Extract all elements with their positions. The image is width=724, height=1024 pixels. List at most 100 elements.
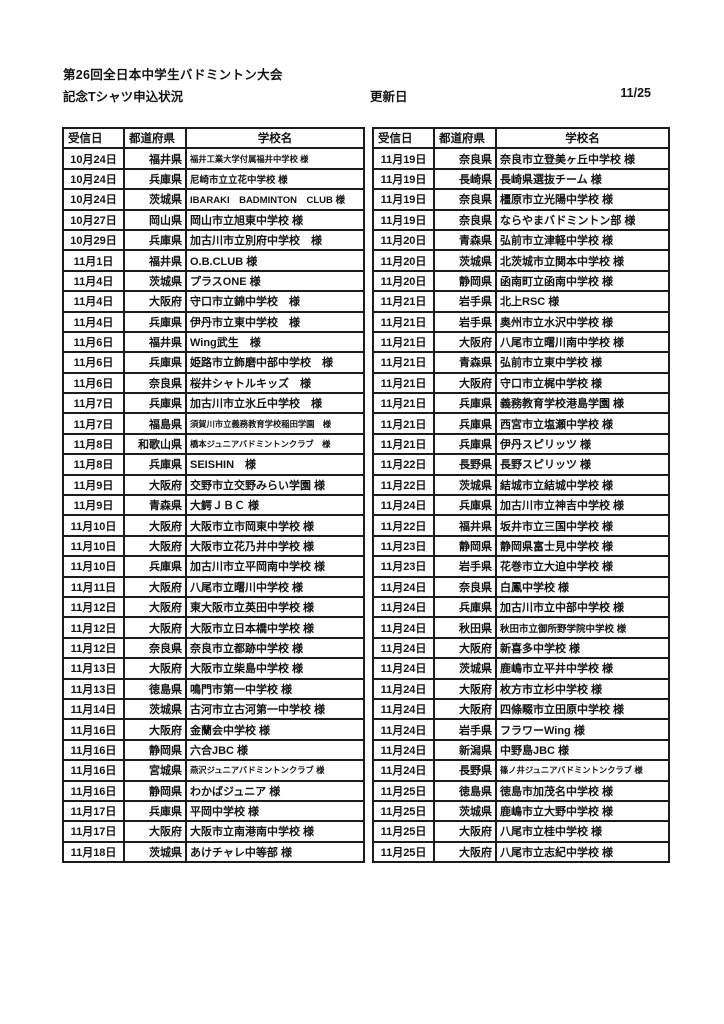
cell-prefecture: 大阪府 (123, 290, 187, 313)
cell-school-name: 坂井市立三国中学校 様 (495, 514, 670, 537)
table-row: 11月25日 大阪府 八尾市立志紀中学校 様 (372, 840, 670, 864)
table-row: 11月25日 大阪府 八尾市立桂中学校 様 (372, 820, 670, 843)
cell-received-date: 11月24日 (372, 677, 435, 700)
cell-received-date: 11月8日 (62, 432, 125, 456)
cell-prefecture: 大阪府 (433, 677, 497, 700)
cell-prefecture: 兵庫県 (433, 392, 497, 415)
header-prefecture: 都道府県 (433, 126, 497, 150)
cell-received-date: 11月24日 (372, 657, 435, 680)
cell-received-date: 11月24日 (372, 738, 435, 762)
cell-received-date: 11月22日 (372, 453, 435, 476)
cell-prefecture: 岩手県 (433, 310, 497, 333)
cell-received-date: 11月21日 (372, 290, 435, 313)
cell-received-date: 11月25日 (372, 779, 435, 802)
cell-received-date: 11月9日 (62, 473, 125, 497)
table-row: 11月17日 兵庫県 平岡中学校 様 (62, 799, 365, 823)
cell-school-name: 静岡県富士見中学校 様 (495, 534, 670, 558)
cell-school-name: 奥州市立水沢中学校 様 (495, 310, 670, 333)
table-row: 11月16日 静岡県 六合JBC 様 (62, 738, 365, 762)
cell-received-date: 11月20日 (372, 269, 435, 293)
cell-prefecture: 茨城県 (123, 269, 187, 293)
cell-school-name: 北茨城市立関本中学校 様 (495, 249, 670, 272)
table-row: 11月21日 大阪府 八尾市立曙川南中学校 様 (372, 330, 670, 354)
cell-school-name: 鹿嶋市立大野中学校 様 (495, 799, 670, 823)
table-row: 11月13日 徳島県 鳴門市第一中学校 様 (62, 677, 365, 700)
cell-received-date: 11月1日 (62, 249, 125, 272)
cell-school-name: 尼崎市立立花中学校 様 (185, 167, 365, 191)
doc-title: 第26回全日本中学生バドミントン大会 (63, 68, 283, 82)
cell-prefecture: 青森県 (123, 494, 187, 517)
table-row: 11月9日 青森県 大鰐ＪＢＣ 様 (62, 494, 365, 517)
cell-school-name: 大阪市立南港南中学校 様 (185, 820, 365, 843)
cell-school-name: 桜井シャトルキッズ 様 (185, 371, 365, 395)
header-school-name: 学校名 (185, 126, 365, 150)
cell-prefecture: 長崎県 (433, 167, 497, 191)
cell-received-date: 11月10日 (62, 555, 125, 578)
cell-school-name: 古河市立古河第一中学校 様 (185, 697, 365, 721)
cell-school-name: 岡山市立旭東中学校 様 (185, 208, 365, 231)
cell-prefecture: 長野県 (433, 759, 497, 782)
cell-received-date: 11月19日 (372, 208, 435, 231)
header-received-date: 受信日 (62, 126, 125, 150)
cell-prefecture: 大阪府 (433, 636, 497, 660)
cell-received-date: 11月7日 (62, 412, 125, 435)
cell-received-date: 11月6日 (62, 330, 125, 354)
table-row: 11月24日 新潟県 中野島JBC 様 (372, 738, 670, 762)
table-row: 11月16日 宮城県 燕沢ジュニアバドミントンクラブ 様 (62, 759, 365, 782)
cell-received-date: 10月29日 (62, 228, 125, 252)
table-row: 11月10日 大阪府 大阪市立市岡東中学校 様 (62, 514, 365, 537)
applications-table-left: 受信日 都道府県 学校名 10月24日 福井県 福井工業大学付属福井中学校 様 10月… (62, 126, 365, 864)
cell-school-name: 守口市立錦中学校 様 (185, 290, 365, 313)
cell-prefecture: 静岡県 (123, 738, 187, 762)
cell-prefecture: 大阪府 (433, 820, 497, 843)
table-row: 11月6日 奈良県 桜井シャトルキッズ 様 (62, 371, 365, 395)
cell-prefecture: 兵庫県 (433, 412, 497, 435)
doc-subheader-row: 記念Tシャツ申込状況 更新日 11/25 (63, 86, 651, 104)
cell-received-date: 11月24日 (372, 575, 435, 599)
cell-received-date: 10月24日 (62, 147, 125, 170)
cell-received-date: 11月20日 (372, 249, 435, 272)
cell-received-date: 11月17日 (62, 799, 125, 823)
cell-received-date: 11月24日 (372, 636, 435, 660)
cell-received-date: 11月12日 (62, 636, 125, 660)
table-row: 11月23日 岩手県 花巻市立大迫中学校 様 (372, 555, 670, 578)
table-row: 11月14日 茨城県 古河市立古河第一中学校 様 (62, 697, 365, 721)
table-row: 11月22日 茨城県 結城市立結城中学校 様 (372, 473, 670, 497)
cell-school-name: 四條畷市立田原中学校 様 (495, 697, 670, 721)
cell-school-name: 須賀川市立義務教育学校稲田学園 様 (185, 412, 365, 435)
header-school-name: 学校名 (495, 126, 670, 150)
table-row: 11月17日 大阪府 大阪市立南港南中学校 様 (62, 820, 365, 843)
cell-received-date: 11月13日 (62, 657, 125, 680)
cell-prefecture: 大阪府 (123, 616, 187, 639)
cell-prefecture: 大阪府 (123, 595, 187, 619)
table-row: 11月19日 長崎県 長崎県選抜チーム 様 (372, 167, 670, 191)
cell-prefecture: 青森県 (433, 351, 497, 374)
cell-school-name: 長野スピリッツ 様 (495, 453, 670, 476)
update-date-value: 11/25 (620, 86, 651, 100)
cell-received-date: 11月21日 (372, 432, 435, 456)
cell-received-date: 11月23日 (372, 534, 435, 558)
cell-school-name: 大阪市立日本橋中学校 様 (185, 616, 365, 639)
cell-prefecture: 奈良県 (433, 208, 497, 231)
table-row: 11月12日 大阪府 東大阪市立英田中学校 様 (62, 595, 365, 619)
cell-prefecture: 兵庫県 (123, 392, 187, 415)
cell-school-name: 加古川市立別府中学校 様 (185, 228, 365, 252)
cell-prefecture: 奈良県 (433, 147, 497, 170)
cell-received-date: 11月25日 (372, 820, 435, 843)
table-row: 10月29日 兵庫県 加古川市立別府中学校 様 (62, 228, 365, 252)
cell-received-date: 11月6日 (62, 371, 125, 395)
cell-received-date: 11月12日 (62, 595, 125, 619)
table-row: 11月23日 静岡県 静岡県富士見中学校 様 (372, 534, 670, 558)
cell-received-date: 11月10日 (62, 534, 125, 558)
cell-received-date: 11月22日 (372, 473, 435, 497)
cell-received-date: 11月9日 (62, 494, 125, 517)
cell-received-date: 11月16日 (62, 738, 125, 762)
cell-prefecture: 福島県 (123, 412, 187, 435)
cell-received-date: 11月20日 (372, 228, 435, 252)
cell-school-name: 秋田市立御所野学院中学校 様 (495, 616, 670, 639)
cell-prefecture: 兵庫県 (123, 555, 187, 578)
cell-school-name: ならやまバドミントン部 様 (495, 208, 670, 231)
cell-prefecture: 福井県 (123, 249, 187, 272)
cell-prefecture: 兵庫県 (433, 494, 497, 517)
